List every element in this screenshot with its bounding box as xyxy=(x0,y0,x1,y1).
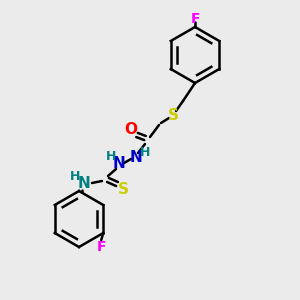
Text: S: S xyxy=(167,107,178,122)
Text: O: O xyxy=(124,122,137,136)
Text: F: F xyxy=(97,240,106,254)
Text: H: H xyxy=(106,151,116,164)
Text: H: H xyxy=(140,146,150,158)
Text: N: N xyxy=(112,157,125,172)
Text: N: N xyxy=(130,149,142,164)
Text: N: N xyxy=(78,176,90,191)
Text: S: S xyxy=(118,182,128,197)
Text: H: H xyxy=(70,170,80,184)
Text: F: F xyxy=(190,12,200,26)
